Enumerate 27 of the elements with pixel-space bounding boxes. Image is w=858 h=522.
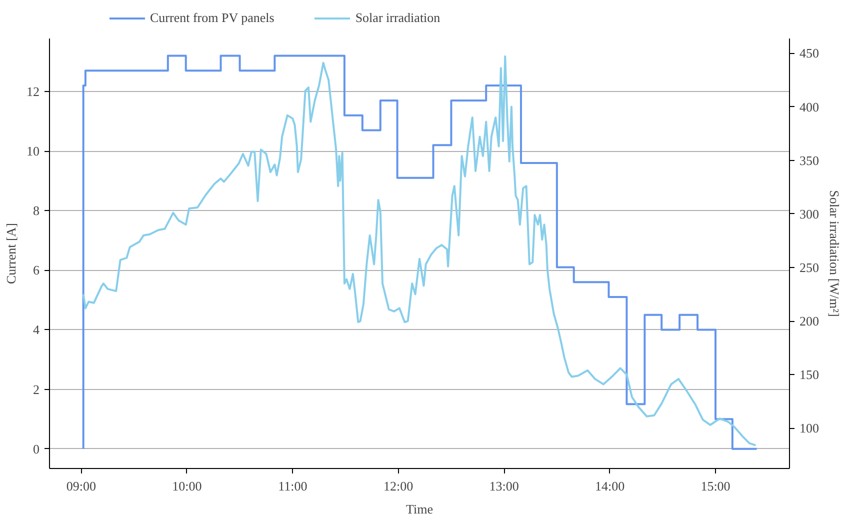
y-tick-label: 10 bbox=[26, 144, 40, 159]
legend-label: Solar irradiation bbox=[355, 10, 440, 26]
y-tick-label: 2 bbox=[33, 382, 40, 397]
y2-tick-label: 250 bbox=[800, 260, 819, 275]
y-axis-title: Current [A] bbox=[4, 222, 18, 284]
y-tick-label: 12 bbox=[26, 84, 40, 100]
y2-tick-label: 300 bbox=[800, 206, 819, 222]
x-tick-label: 09:00 bbox=[66, 478, 96, 494]
x-tick-label: 14:00 bbox=[594, 478, 625, 494]
x-tick-label: 11:00 bbox=[278, 478, 308, 494]
legend-label: Current from PV panels bbox=[150, 10, 274, 26]
y-tick-label: 0 bbox=[33, 441, 40, 456]
y2-axis-title: Solar irradiation [W/m²] bbox=[827, 190, 842, 317]
y2-tick-label: 450 bbox=[800, 46, 819, 61]
y2-tick-label: 100 bbox=[800, 420, 819, 436]
y2-tick-label: 200 bbox=[800, 314, 819, 329]
y-tick-label: 8 bbox=[33, 203, 40, 218]
y2-tick-label: 150 bbox=[800, 367, 819, 382]
y-tick-label: 4 bbox=[33, 322, 40, 338]
x-tick-label: 12:00 bbox=[384, 478, 414, 494]
y-tick-label: 6 bbox=[33, 262, 40, 278]
y2-tick-label: 400 bbox=[800, 99, 819, 114]
x-tick-label: 15:00 bbox=[700, 478, 730, 494]
x-tick-label: 13:00 bbox=[489, 478, 519, 494]
y2-tick-label: 350 bbox=[800, 152, 819, 168]
x-axis-title: Time bbox=[406, 502, 434, 516]
x-tick-label: 10:00 bbox=[172, 478, 202, 494]
